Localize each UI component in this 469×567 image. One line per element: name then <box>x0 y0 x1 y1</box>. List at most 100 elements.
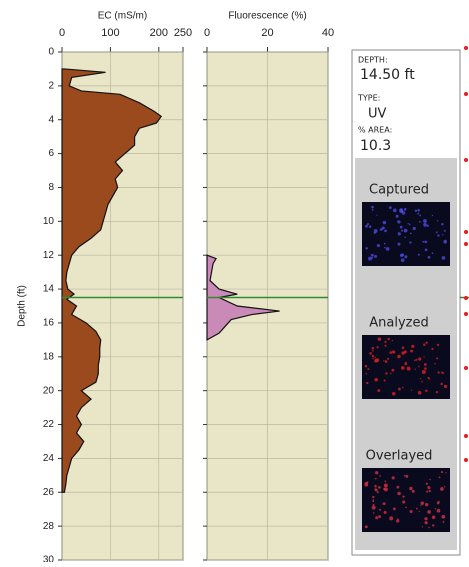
image-speck <box>385 345 387 347</box>
image-speck <box>419 221 421 223</box>
image <box>362 335 450 399</box>
image-caption: Analyzed <box>369 316 428 331</box>
image-speck <box>426 483 428 485</box>
image-speck <box>372 350 374 352</box>
image-speck <box>437 509 441 513</box>
image-speck <box>397 355 400 358</box>
image-speck <box>410 350 413 353</box>
image-speck <box>389 206 392 209</box>
image-speck <box>372 500 374 502</box>
image-speck <box>405 475 408 478</box>
image-speck <box>415 359 417 361</box>
image-speck <box>434 363 435 364</box>
image-speck <box>421 502 424 505</box>
image-speck <box>436 391 438 393</box>
image-speck <box>426 491 428 493</box>
image-speck <box>417 213 419 215</box>
image-speck <box>441 223 443 225</box>
image-speck <box>397 220 400 223</box>
image-speck <box>385 360 388 363</box>
edge-mark <box>464 158 468 162</box>
image-speck <box>404 362 407 365</box>
image-speck <box>385 481 387 483</box>
image-speck <box>428 377 430 379</box>
y-tick-label: 4 <box>48 114 54 125</box>
image-speck <box>441 383 443 385</box>
image-speck <box>422 370 426 374</box>
image-speck <box>429 490 431 492</box>
image-speck <box>444 385 447 388</box>
image-speck <box>423 344 425 346</box>
image-speck <box>376 215 377 216</box>
image-speck <box>428 527 430 529</box>
edge-mark <box>464 46 468 50</box>
image-speck <box>402 346 405 349</box>
y-tick-label: 28 <box>43 521 55 532</box>
image-speck <box>390 373 391 374</box>
image-speck <box>421 381 422 382</box>
edge-mark <box>464 230 468 234</box>
image-speck <box>387 338 389 340</box>
image-speck <box>427 225 429 227</box>
image-speck <box>384 488 388 492</box>
image-speck <box>374 485 377 488</box>
image-speck <box>409 487 412 490</box>
image-speck <box>425 342 427 344</box>
image-speck <box>417 209 420 212</box>
image-speck <box>366 373 367 374</box>
image-speck <box>366 382 368 384</box>
image-speck <box>371 254 374 257</box>
image-speck <box>418 366 419 367</box>
image-speck <box>401 230 403 232</box>
image-speck <box>393 208 397 212</box>
image-speck <box>425 503 428 506</box>
x-tick-label: 250 <box>174 27 192 39</box>
image-speck <box>374 488 376 490</box>
image-speck <box>432 524 434 526</box>
image-speck <box>401 366 405 370</box>
y-tick-label: 26 <box>43 487 55 498</box>
image-speck <box>427 510 431 514</box>
image-speck <box>420 505 421 506</box>
image-speck <box>372 209 374 211</box>
y-tick-label: 0 <box>48 47 54 58</box>
image-speck <box>440 487 444 491</box>
image-speck <box>365 365 367 367</box>
image-speck <box>437 220 438 221</box>
image-speck <box>375 358 379 362</box>
edge-mark <box>464 296 468 300</box>
image-speck <box>419 511 420 512</box>
image-speck <box>383 360 384 361</box>
image-speck <box>428 256 431 259</box>
image-speck <box>412 490 415 493</box>
image-speck <box>375 471 378 474</box>
image-speck <box>410 232 412 234</box>
image-speck <box>410 510 413 513</box>
image-speck <box>384 484 388 488</box>
image-speck <box>429 479 431 481</box>
image-speck <box>374 232 376 234</box>
image-speck <box>432 215 433 216</box>
image-speck <box>404 255 407 258</box>
image-speck <box>400 254 403 257</box>
image-speck <box>401 351 404 354</box>
image-speck <box>389 516 393 520</box>
image-speck <box>418 357 421 360</box>
image-speck <box>413 227 416 230</box>
image-speck <box>371 257 373 259</box>
image-speck <box>401 258 405 262</box>
image-speck <box>379 475 381 477</box>
image-speck <box>393 507 396 510</box>
image-speck <box>365 247 367 249</box>
y-tick-label: 14 <box>43 284 55 295</box>
image-speck <box>384 379 386 381</box>
edge-mark <box>464 434 468 438</box>
image-speck <box>416 508 418 510</box>
image-speck <box>372 506 376 510</box>
image-speck <box>372 347 375 350</box>
image-speck <box>404 475 406 477</box>
image-speck <box>409 241 411 243</box>
image-speck <box>371 206 374 209</box>
type-value: UV <box>368 107 387 122</box>
image-speck <box>415 210 417 212</box>
